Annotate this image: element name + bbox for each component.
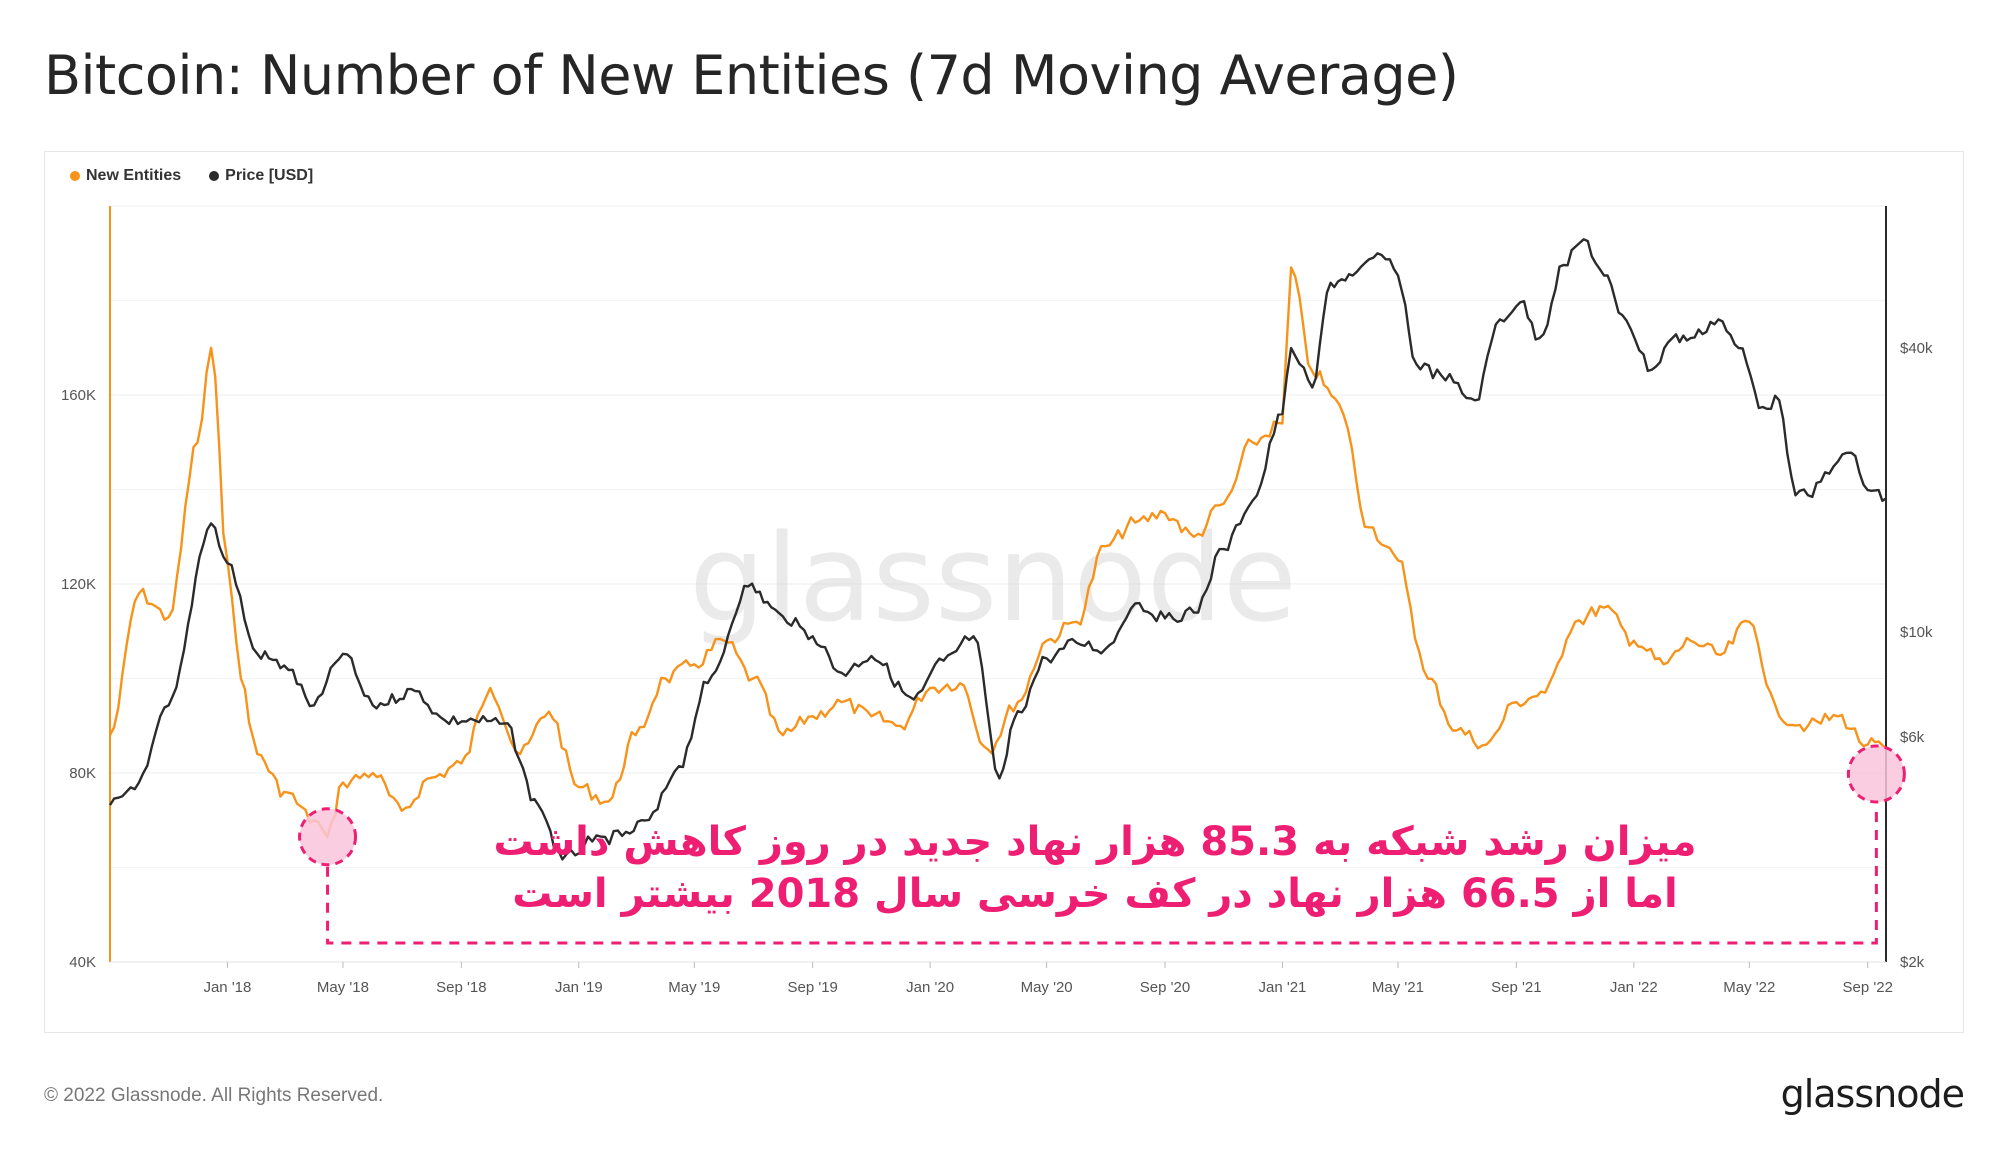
legend-dot-price: [209, 171, 220, 181]
x-tick-label: Jan '20: [906, 979, 954, 996]
x-tick-label: May '22: [1723, 979, 1775, 996]
x-tick-label: Sep '19: [787, 979, 837, 996]
y-right-tick-label: $2k: [1900, 954, 1925, 971]
x-tick-label: May '21: [1372, 979, 1424, 996]
y-left-tick-label: 80K: [69, 765, 96, 782]
annotation-line: اما از 66.5 هزار نهاد در کف خرسی سال 201…: [512, 871, 1677, 917]
marker-2018-low: [298, 807, 358, 867]
legend-label-price: Price [USD]: [225, 167, 314, 184]
annotation-line: میزان رشد شبکه به 85.3 هزار نهاد جدید در…: [494, 819, 1697, 865]
x-tick-label: Jan '18: [203, 979, 251, 996]
series-line-new-entities: [108, 266, 1887, 838]
page-title: Bitcoin: Number of New Entities (7d Movi…: [44, 44, 1459, 107]
glassnode-logo[interactable]: glassnode: [1780, 1072, 1965, 1116]
x-tick-label: Jan '19: [555, 979, 603, 996]
chart-frame: [44, 151, 1964, 1033]
x-tick-label: Jan '22: [1610, 979, 1658, 996]
chart-legend: New Entities Price [USD]: [70, 167, 313, 185]
legend-dot-new-entities: [70, 171, 80, 181]
y-right-tick-label: $6k: [1900, 729, 1925, 746]
x-tick-label: May '19: [668, 979, 720, 996]
y-right-tick-label: $40k: [1900, 340, 1933, 357]
annotation-connector: [326, 803, 1878, 945]
y-left-tick-label: 160K: [61, 387, 96, 404]
y-left-tick-label: 120K: [61, 576, 96, 593]
legend-item-price[interactable]: Price [USD]: [209, 167, 313, 185]
x-tick-label: May '20: [1021, 979, 1073, 996]
x-tick-label: Sep '20: [1140, 979, 1190, 996]
series-line-price: [108, 238, 1887, 861]
y-right-tick-label: $10k: [1900, 624, 1933, 641]
x-tick-label: Sep '22: [1843, 979, 1893, 996]
y-left-tick-label: 40K: [69, 954, 96, 971]
x-tick-label: Sep '21: [1491, 979, 1541, 996]
footer-copyright: © 2022 Glassnode. All Rights Reserved.: [44, 1085, 384, 1106]
marker-current: [1846, 744, 1906, 804]
x-tick-label: May '18: [317, 979, 369, 996]
legend-item-new-entities[interactable]: New Entities: [70, 167, 181, 185]
x-tick-label: Sep '18: [436, 979, 486, 996]
watermark: glassnode: [689, 510, 1297, 649]
legend-label-new-entities: New Entities: [86, 167, 182, 184]
x-tick-label: Jan '21: [1258, 979, 1306, 996]
